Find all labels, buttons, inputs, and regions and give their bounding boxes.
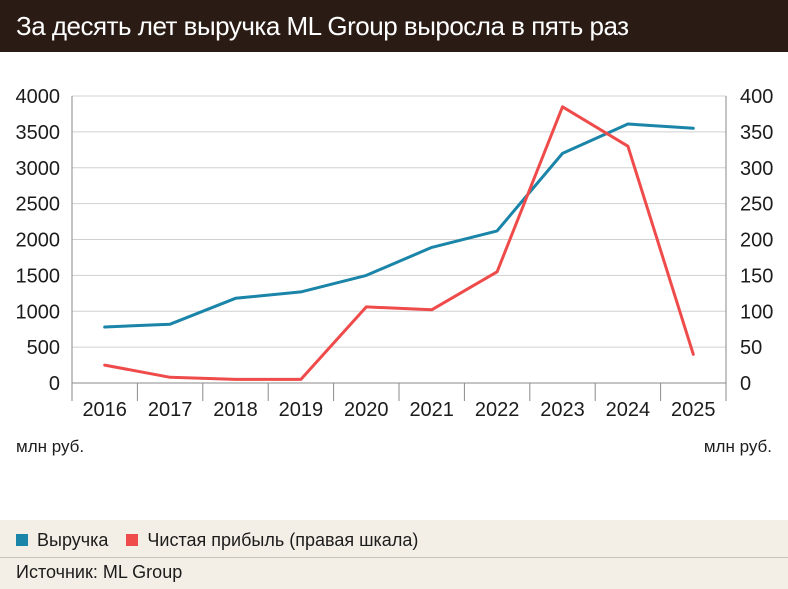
series-line-net-profit — [103, 105, 695, 381]
footer — [0, 520, 788, 589]
right-tick-label: 300 — [740, 158, 773, 180]
right-tick-label: 250 — [740, 194, 773, 216]
x-tick-label: 2020 — [344, 399, 389, 421]
x-tick-label: 2025 — [671, 399, 716, 421]
series-lines — [103, 105, 695, 381]
series-line-revenue — [103, 122, 695, 329]
left-tick-label: 3500 — [16, 122, 61, 144]
chart-area: 0 500 1000 1500 2000 2500 3000 3500 4000 0 50 100 1… — [0, 52, 788, 520]
legend-label-net-profit: Чистая прибыль (правая шкала) — [147, 529, 419, 550]
left-axis-ticks: 0 500 1000 1500 2000 2500 3000 3500 4000 — [16, 86, 61, 395]
legend-item-net-profit: Чистая прибыль (правая шкала) — [126, 530, 418, 551]
x-tick-label: 2022 — [475, 399, 520, 421]
x-tick-label: 2017 — [148, 399, 193, 421]
left-tick-label: 2000 — [16, 230, 61, 252]
x-tick-label: 2024 — [606, 399, 651, 421]
left-tick-label: 4000 — [16, 86, 61, 108]
legend-swatch-revenue — [16, 534, 28, 546]
legend-label-revenue: Выручка — [37, 529, 109, 550]
x-tick-label: 2018 — [213, 399, 258, 421]
chart-title: За десять лет выручка ML Group выросла в… — [0, 0, 788, 52]
right-tick-label: 100 — [740, 301, 773, 323]
x-tick-label: 2023 — [540, 399, 585, 421]
left-tick-label: 1500 — [16, 265, 61, 287]
right-tick-label: 150 — [740, 265, 773, 287]
right-tick-label: 350 — [740, 122, 773, 144]
left-tick-label: 500 — [27, 337, 60, 359]
legend-swatch-net-profit — [126, 534, 139, 546]
right-tick-label: 0 — [740, 373, 751, 395]
left-tick-label: 0 — [49, 373, 60, 395]
x-axis: 2016 2017 2018 2019 2020 2021 2022 2023 2024 2025 — [82, 383, 716, 421]
left-axis-unit: млн руб. — [16, 437, 84, 456]
right-tick-label: 50 — [740, 337, 762, 359]
x-tick-label: 2021 — [409, 399, 454, 421]
legend-item-revenue: Выручка — [16, 530, 108, 551]
footer-divider — [0, 557, 788, 558]
legend: Выручка Чистая прибыль (правая шкала) — [16, 526, 436, 554]
x-tick-label: 2019 — [279, 399, 324, 421]
right-axis-ticks: 0 50 100 150 200 250 300 350 400 — [740, 86, 773, 395]
source-note: Источник: ML Group — [16, 562, 183, 582]
left-tick-label: 3000 — [16, 158, 61, 180]
right-tick-label: 200 — [740, 230, 773, 252]
left-tick-label: 2500 — [16, 194, 61, 216]
right-tick-label: 400 — [740, 86, 773, 108]
left-tick-label: 1000 — [16, 301, 61, 323]
right-axis-unit: млн руб. — [704, 437, 772, 456]
x-tick-label: 2016 — [82, 399, 127, 421]
line-chart: 0 500 1000 1500 2000 2500 3000 3500 4000 0 50 100 1… — [16, 86, 774, 456]
gridlines — [71, 95, 727, 401]
